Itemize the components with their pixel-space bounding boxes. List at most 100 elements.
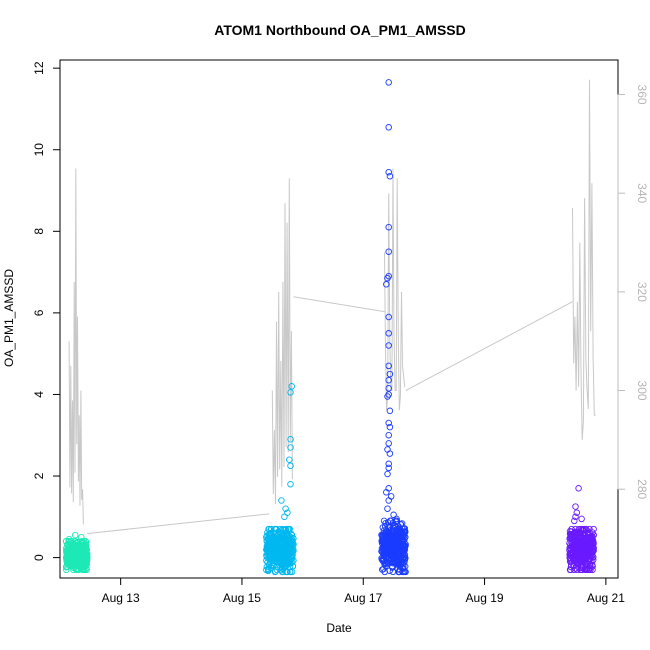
data-point xyxy=(277,564,284,571)
data-point-outlier xyxy=(386,370,394,378)
data-point-outlier xyxy=(386,423,394,431)
data-point xyxy=(64,563,71,571)
data-point-outlier xyxy=(575,485,582,492)
data-point xyxy=(577,545,584,553)
data-point-outlier xyxy=(385,79,392,86)
data-point xyxy=(265,555,272,562)
y-tick-label: 10 xyxy=(32,143,46,157)
data-point xyxy=(288,553,296,560)
data-point xyxy=(396,533,403,540)
data-point-outlier xyxy=(385,431,392,439)
y2-tick-label: 280 xyxy=(635,479,649,499)
data-point xyxy=(380,545,388,553)
y2-axis: 280 300 320 340 360 xyxy=(617,85,649,500)
plot-area xyxy=(62,79,597,576)
data-point-outlier xyxy=(287,389,294,396)
data-point xyxy=(573,538,581,545)
data-point-outlier xyxy=(385,376,392,384)
data-point xyxy=(273,537,280,545)
data-point-outlier xyxy=(573,509,581,516)
data-point xyxy=(399,550,406,558)
y-axis: 0 2 4 6 8 10 12 xyxy=(32,61,60,561)
data-point xyxy=(576,538,584,546)
secondary-line-segment-2 xyxy=(384,168,406,411)
data-point xyxy=(571,554,578,562)
data-point xyxy=(383,532,391,540)
y-tick-label: 0 xyxy=(32,554,46,561)
data-point-outlier xyxy=(65,536,73,543)
data-point xyxy=(568,538,576,546)
data-point xyxy=(589,536,597,544)
y-tick-label: 4 xyxy=(32,391,46,398)
data-point xyxy=(264,536,272,543)
secondary-line-segment-0 xyxy=(68,168,84,525)
series-cluster-2 xyxy=(378,79,409,576)
data-point xyxy=(79,561,87,568)
data-point-outlier xyxy=(384,470,391,478)
x-tick-label: Aug 21 xyxy=(587,591,625,605)
data-point xyxy=(582,534,590,541)
data-point xyxy=(279,553,287,561)
data-point xyxy=(579,526,587,534)
data-point xyxy=(283,538,291,545)
data-point-outlier xyxy=(287,436,294,443)
data-point xyxy=(586,550,593,558)
x-tick-label: Aug 15 xyxy=(223,591,261,605)
x-axis-label: Date xyxy=(326,621,352,635)
data-point xyxy=(400,552,408,560)
data-point xyxy=(578,554,586,561)
data-point xyxy=(589,563,596,570)
x-tick-label: Aug 19 xyxy=(466,591,504,605)
data-point-outlier xyxy=(386,172,394,180)
data-point xyxy=(69,555,77,563)
data-point xyxy=(263,557,270,564)
data-point-outlier xyxy=(386,407,394,415)
data-point xyxy=(284,568,291,576)
data-point xyxy=(381,554,389,561)
x-axis: Aug 13 Aug 15 Aug 17 Aug 19 Aug 21 xyxy=(102,577,625,605)
data-point-outlier xyxy=(385,460,392,468)
data-point xyxy=(585,566,592,574)
data-point xyxy=(276,531,284,538)
data-point xyxy=(282,544,289,551)
data-point xyxy=(280,565,288,572)
secondary-line-segment-3 xyxy=(572,79,596,440)
data-point xyxy=(286,560,294,567)
data-point-outlier xyxy=(572,513,579,521)
data-point xyxy=(567,534,574,541)
data-point xyxy=(267,549,274,557)
data-point-outlier xyxy=(387,493,395,500)
series-cluster-3 xyxy=(566,485,597,574)
data-point xyxy=(285,525,293,533)
plot-frame xyxy=(59,59,619,579)
data-point-outlier xyxy=(578,515,585,523)
data-point-outlier xyxy=(385,440,392,447)
data-point xyxy=(289,535,297,542)
y-axis-label: OA_PM1_AMSSD xyxy=(2,269,16,367)
data-point-outlier xyxy=(384,274,391,282)
data-point xyxy=(395,522,402,530)
data-point-outlier xyxy=(286,456,293,463)
data-point-outlier xyxy=(385,313,392,321)
data-point-outlier xyxy=(385,497,392,504)
data-point xyxy=(77,543,84,551)
data-point xyxy=(393,539,400,546)
data-point-outlier xyxy=(77,533,85,541)
data-point xyxy=(283,540,291,547)
data-point xyxy=(400,563,407,570)
data-point xyxy=(382,539,389,547)
data-point-outlier xyxy=(281,513,288,521)
data-point-outlier xyxy=(571,517,578,525)
data-point-outlier xyxy=(287,462,294,470)
secondary-line-segment-1 xyxy=(271,178,293,505)
data-point-outlier xyxy=(385,124,392,131)
data-point-outlier xyxy=(287,480,294,488)
data-point xyxy=(385,548,392,556)
data-point xyxy=(270,561,277,569)
data-point-outlier xyxy=(385,419,392,427)
chart-title: ATOM1 Northbound OA_PM1_AMSSD xyxy=(214,22,466,38)
data-point xyxy=(398,558,406,566)
data-point xyxy=(383,560,390,567)
data-point xyxy=(575,547,582,555)
